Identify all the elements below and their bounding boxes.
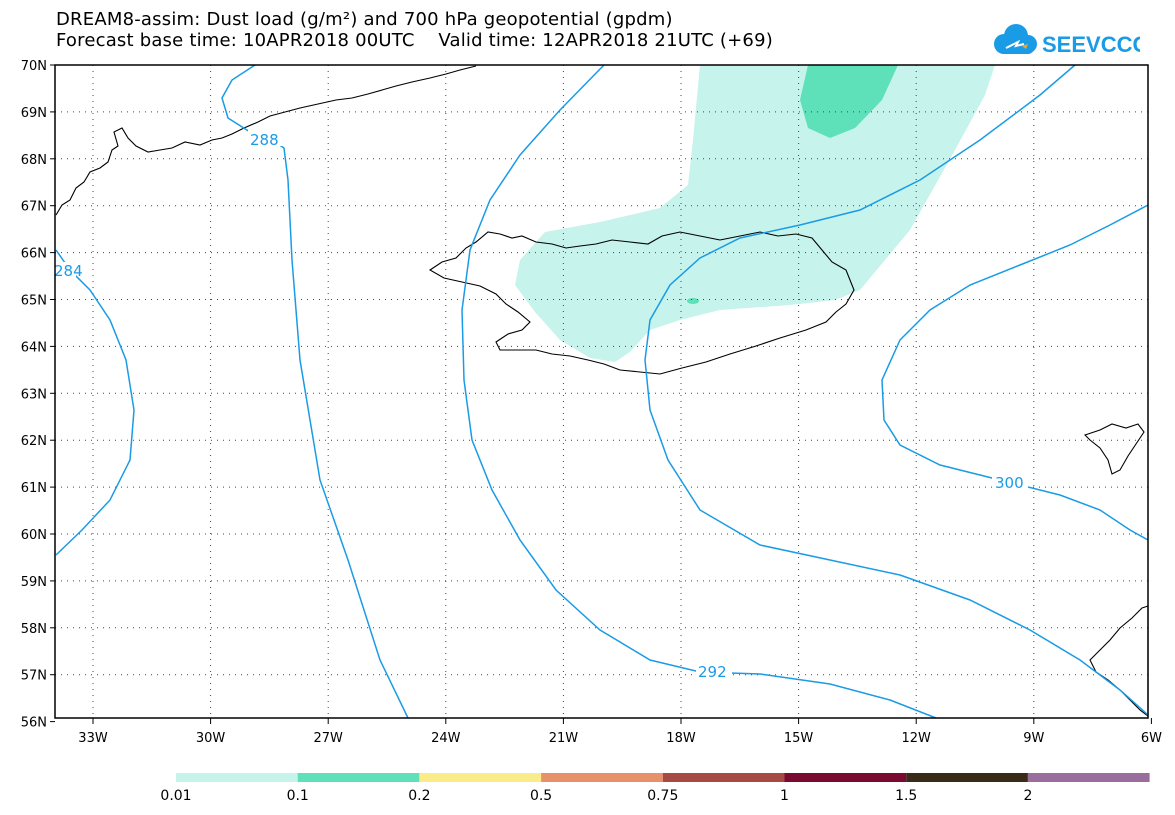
legend-swatch (906, 773, 1028, 782)
legend-swatch (541, 773, 663, 782)
contour-label-284: 284 (54, 262, 83, 280)
contour-292 (461, 64, 937, 719)
contour-296 (644, 64, 1149, 716)
faroe-coast (1083, 423, 1145, 475)
coastlines (55, 65, 1149, 718)
legend-swatch (176, 773, 298, 782)
lat-tick-label: 58N (21, 622, 47, 637)
contour-labels: 288 284 292 300 (54, 130, 1028, 681)
legend-label: 0.1 (287, 788, 309, 804)
legend-label: 0.75 (647, 788, 678, 804)
legend-swatch (1027, 773, 1150, 782)
legend-swatch (662, 773, 785, 782)
lat-tick-label: 70N (21, 59, 47, 74)
lat-tick-label: 69N (21, 106, 47, 121)
dust-load-shading (515, 65, 995, 362)
lat-tick-label: 65N (21, 294, 47, 309)
legend-label: 1 (780, 788, 789, 804)
map-subtitle: Forecast base time: 10APR2018 00UTC Vali… (56, 30, 773, 51)
legend-label: 1.5 (895, 788, 917, 804)
map-frame (54, 64, 1149, 719)
contour-284 (55, 249, 135, 556)
contour-label-288: 288 (250, 131, 279, 149)
lat-tick-label: 66N (21, 247, 47, 262)
lat-tick-label: 63N (21, 387, 47, 402)
lat-tick-label: 57N (21, 669, 47, 684)
contour-label-292: 292 (698, 663, 727, 681)
dust-area-mid (800, 65, 898, 138)
dust-area-low (515, 65, 995, 362)
cloud-icon (994, 24, 1037, 54)
legend-label: 0.01 (160, 788, 191, 804)
lat-tick-label: 64N (21, 340, 47, 355)
lat-tick-label: 62N (21, 434, 47, 449)
logo-text: SEEVCCC (1042, 32, 1140, 57)
legend-label: 2 (1023, 788, 1032, 804)
iceland-coast (428, 231, 855, 375)
lat-tick-label: 59N (21, 575, 47, 590)
lon-tick-label: 6W (1141, 731, 1162, 746)
grid-lines (55, 65, 1148, 718)
lon-tick-label: 9W (1023, 731, 1044, 746)
greenland-coast (55, 65, 477, 216)
contour-300 (881, 204, 1149, 541)
lon-tick-label: 12W (901, 731, 931, 746)
legend-label: 0.2 (408, 788, 430, 804)
legend-swatch (297, 773, 420, 782)
contour-label-300: 300 (995, 474, 1024, 492)
longitude-ticks: 33W 30W 27W 24W 21W 18W 15W 12W 9W 6W (78, 718, 1162, 746)
legend-swatch (419, 773, 542, 782)
lon-tick-label: 15W (784, 731, 814, 746)
geopotential-contours (55, 64, 1149, 719)
lon-tick-label: 27W (313, 731, 343, 746)
lon-tick-label: 21W (549, 731, 579, 746)
lat-tick-label: 67N (21, 200, 47, 215)
seevccc-logo: SEEVCCC (994, 24, 1140, 57)
latitude-ticks: 70N 69N 68N 67N 66N 65N 64N 63N 62N 61N 60N 59N 58N 5… (21, 59, 55, 731)
lat-tick-label: 60N (21, 528, 47, 543)
lon-tick-label: 30W (196, 731, 226, 746)
color-legend: 0.01 0.1 0.2 0.5 0.75 1 1.5 2 (160, 773, 1150, 804)
lon-tick-label: 24W (431, 731, 461, 746)
legend-swatch (784, 773, 907, 782)
scotland-coast (1089, 605, 1149, 718)
lat-tick-label: 61N (21, 481, 47, 496)
legend-label: 0.5 (530, 788, 552, 804)
lon-tick-label: 33W (78, 731, 108, 746)
lat-tick-label: 56N (21, 716, 47, 731)
contour-288 (221, 64, 409, 719)
map-title: DREAM8-assim: Dust load (g/m²) and 700 h… (56, 9, 673, 30)
lat-tick-label: 68N (21, 153, 47, 168)
lon-tick-label: 18W (666, 731, 696, 746)
